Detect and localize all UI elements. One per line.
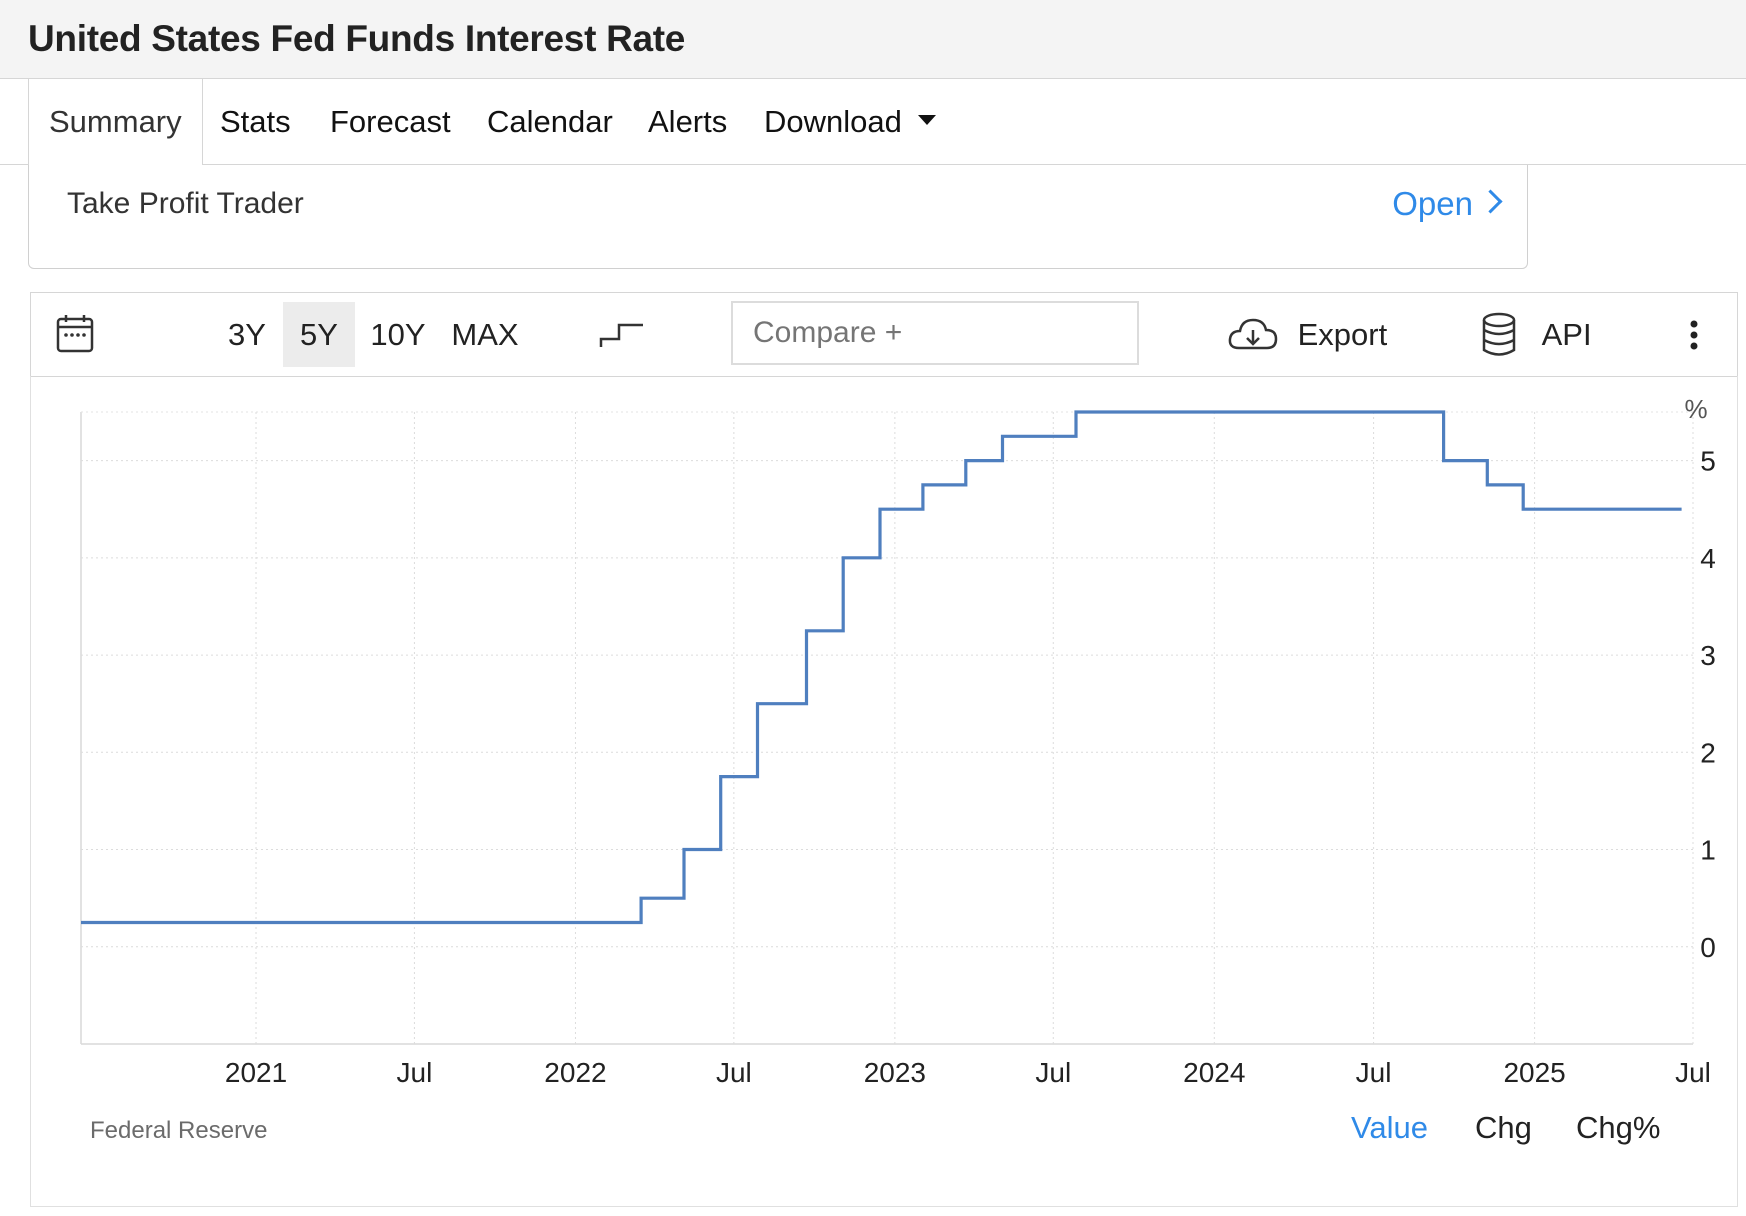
range-5y-button[interactable]: 5Y — [283, 302, 355, 367]
y-unit-label: % — [1684, 394, 1707, 424]
tab-stats[interactable]: Stats — [220, 104, 291, 139]
tab-calendar[interactable]: Calendar — [487, 104, 613, 139]
export-label: Export — [1297, 317, 1388, 352]
chart-area: 2021 Jul 2022 Jul 2023 Jul 2024 Jul 2025 Jul 0 1 2 3… — [30, 376, 1738, 1207]
database-icon — [1482, 312, 1516, 356]
export-button[interactable]: Export — [1227, 293, 1387, 376]
data-source: Federal Reserve — [90, 1117, 268, 1144]
x-tick-label: Jul — [1356, 1057, 1392, 1088]
x-tick-label: Jul — [1675, 1057, 1711, 1088]
series-line — [81, 410, 1682, 925]
y-tick-label: 5 — [1700, 446, 1716, 477]
tab-download[interactable]: Download — [764, 79, 936, 164]
tab-summary[interactable]: Summary — [28, 79, 203, 166]
cloud-download-icon — [1228, 318, 1278, 350]
y-tick-label: 4 — [1700, 543, 1716, 574]
y-tick-label: 0 — [1700, 932, 1716, 963]
rate-chart: 2021 Jul 2022 Jul 2023 Jul 2024 Jul 2025 Jul 0 1 2 3… — [80, 394, 1716, 1088]
range-max-button[interactable]: MAX — [451, 317, 519, 352]
value-tab[interactable]: Value — [1351, 1110, 1428, 1145]
range-10y-button[interactable]: 10Y — [370, 317, 426, 352]
x-tick-label: 2023 — [864, 1057, 926, 1088]
y-tick-label: 2 — [1700, 737, 1716, 768]
range-3y-button[interactable]: 3Y — [228, 317, 266, 352]
tab-download-label: Download — [764, 104, 902, 139]
tab-alerts[interactable]: Alerts — [648, 104, 728, 139]
page-title: United States Fed Funds Interest Rate — [28, 18, 686, 59]
compare-input[interactable] — [731, 301, 1139, 365]
x-tick-label: 2022 — [544, 1057, 606, 1088]
step-chart-icon[interactable] — [599, 293, 645, 376]
chevron-right-icon — [1478, 189, 1503, 214]
sponsor-name: Take Profit Trader — [67, 187, 304, 220]
open-button[interactable]: Open — [1392, 185, 1473, 222]
x-tick-label: Jul — [716, 1057, 752, 1088]
calendar-icon[interactable] — [55, 293, 95, 376]
x-tick-label: 2025 — [1503, 1057, 1565, 1088]
x-tick-label: Jul — [397, 1057, 433, 1088]
chart-toolbar: 3Y 5Y 10Y MAX Export API — [30, 292, 1738, 377]
x-tick-label: Jul — [1035, 1057, 1071, 1088]
x-tick-label: 2021 — [225, 1057, 287, 1088]
y-tick-label: 1 — [1700, 835, 1716, 866]
title-bar: United States Fed Funds Interest Rate — [0, 0, 1746, 79]
x-tick-label: 2024 — [1183, 1057, 1245, 1088]
tab-bar: Summary Stats Forecast Calendar Alerts D… — [0, 79, 1746, 166]
api-label: API — [1541, 317, 1592, 352]
sponsored-banner[interactable]: Take Profit Trader Open — [28, 165, 1528, 269]
chg-pct-tab[interactable]: Chg% — [1576, 1110, 1661, 1145]
api-button[interactable]: API — [1479, 293, 1592, 376]
y-tick-label: 3 — [1700, 640, 1716, 671]
tab-forecast[interactable]: Forecast — [330, 104, 451, 139]
more-vertical-icon[interactable] — [1687, 293, 1701, 376]
caret-down-icon — [917, 114, 936, 125]
chg-tab[interactable]: Chg — [1475, 1110, 1532, 1145]
